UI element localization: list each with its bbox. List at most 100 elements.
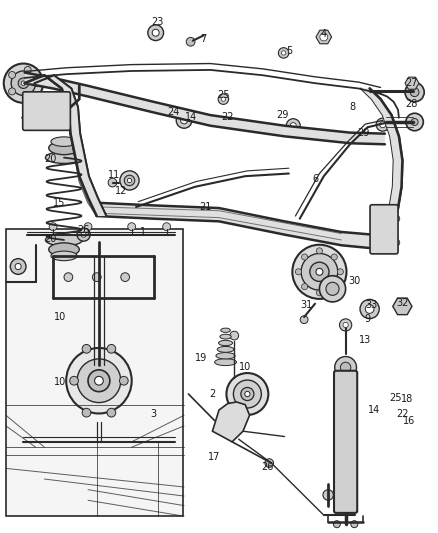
Circle shape bbox=[316, 268, 323, 276]
Circle shape bbox=[301, 284, 307, 290]
Circle shape bbox=[290, 123, 296, 129]
Circle shape bbox=[53, 112, 62, 121]
Text: 26: 26 bbox=[78, 225, 90, 236]
Bar bbox=[6, 229, 183, 516]
Polygon shape bbox=[25, 75, 106, 216]
Circle shape bbox=[320, 33, 328, 41]
Text: 16: 16 bbox=[403, 416, 415, 425]
Circle shape bbox=[64, 273, 73, 281]
Text: 2: 2 bbox=[209, 389, 215, 399]
Text: 27: 27 bbox=[405, 78, 417, 88]
Circle shape bbox=[360, 300, 379, 319]
Circle shape bbox=[316, 248, 322, 254]
Circle shape bbox=[337, 269, 343, 275]
Circle shape bbox=[310, 262, 329, 281]
Circle shape bbox=[9, 71, 16, 78]
Circle shape bbox=[162, 223, 170, 231]
Text: 29: 29 bbox=[276, 110, 289, 120]
Circle shape bbox=[34, 80, 41, 87]
Ellipse shape bbox=[216, 352, 235, 359]
Text: 18: 18 bbox=[401, 394, 413, 405]
Circle shape bbox=[11, 259, 26, 274]
Circle shape bbox=[77, 359, 121, 402]
Text: 10: 10 bbox=[239, 362, 251, 373]
Text: 10: 10 bbox=[53, 377, 66, 387]
Circle shape bbox=[120, 171, 139, 190]
Text: 28: 28 bbox=[405, 100, 417, 109]
Text: 29: 29 bbox=[357, 127, 369, 138]
Text: 12: 12 bbox=[115, 186, 127, 196]
Text: 22: 22 bbox=[396, 409, 409, 419]
Text: 9: 9 bbox=[364, 313, 371, 324]
Circle shape bbox=[11, 71, 35, 95]
Text: 19: 19 bbox=[194, 353, 207, 363]
Circle shape bbox=[128, 223, 136, 231]
Polygon shape bbox=[405, 77, 419, 89]
Circle shape bbox=[301, 254, 338, 290]
Circle shape bbox=[49, 223, 57, 231]
Polygon shape bbox=[212, 402, 250, 442]
Circle shape bbox=[295, 269, 301, 275]
Circle shape bbox=[339, 319, 352, 331]
Circle shape bbox=[340, 362, 351, 373]
Circle shape bbox=[265, 459, 274, 467]
FancyBboxPatch shape bbox=[334, 371, 357, 513]
Text: 24: 24 bbox=[167, 108, 179, 117]
Polygon shape bbox=[393, 298, 412, 314]
FancyBboxPatch shape bbox=[370, 205, 398, 254]
Circle shape bbox=[92, 273, 101, 281]
Circle shape bbox=[300, 316, 308, 324]
Text: 25: 25 bbox=[389, 393, 402, 403]
Text: 1: 1 bbox=[140, 227, 146, 237]
Ellipse shape bbox=[46, 234, 82, 246]
Circle shape bbox=[88, 370, 110, 392]
Circle shape bbox=[323, 490, 333, 500]
Circle shape bbox=[77, 228, 90, 241]
Circle shape bbox=[398, 302, 407, 311]
Polygon shape bbox=[25, 72, 385, 144]
Circle shape bbox=[331, 284, 337, 290]
Text: 3: 3 bbox=[150, 409, 156, 419]
Circle shape bbox=[108, 178, 117, 187]
Ellipse shape bbox=[49, 141, 79, 155]
Circle shape bbox=[24, 67, 31, 74]
Circle shape bbox=[15, 263, 21, 270]
Circle shape bbox=[186, 37, 195, 46]
Circle shape bbox=[107, 408, 116, 417]
Ellipse shape bbox=[215, 359, 237, 366]
Text: 32: 32 bbox=[396, 297, 409, 308]
Circle shape bbox=[120, 376, 128, 385]
Text: 15: 15 bbox=[53, 198, 66, 208]
Circle shape bbox=[107, 344, 116, 353]
Circle shape bbox=[226, 373, 268, 415]
Circle shape bbox=[121, 273, 130, 281]
Circle shape bbox=[292, 245, 346, 299]
Circle shape bbox=[176, 112, 192, 128]
Text: 25: 25 bbox=[217, 91, 230, 100]
Circle shape bbox=[9, 88, 16, 95]
Circle shape bbox=[81, 232, 86, 237]
Text: 23: 23 bbox=[151, 17, 163, 27]
Text: 26: 26 bbox=[261, 462, 273, 472]
Ellipse shape bbox=[219, 341, 233, 346]
Circle shape bbox=[18, 78, 28, 88]
Circle shape bbox=[365, 305, 374, 313]
Text: 14: 14 bbox=[368, 405, 380, 415]
Text: 30: 30 bbox=[348, 277, 360, 286]
Text: 17: 17 bbox=[208, 451, 221, 462]
Text: 6: 6 bbox=[312, 174, 318, 184]
Circle shape bbox=[218, 94, 229, 104]
Circle shape bbox=[233, 380, 261, 408]
Circle shape bbox=[282, 51, 286, 55]
Circle shape bbox=[127, 178, 132, 183]
Circle shape bbox=[31, 112, 40, 121]
Circle shape bbox=[180, 117, 187, 124]
Circle shape bbox=[380, 233, 389, 241]
Circle shape bbox=[279, 47, 289, 58]
Ellipse shape bbox=[221, 328, 230, 333]
Circle shape bbox=[148, 25, 163, 41]
Text: 13: 13 bbox=[359, 335, 371, 345]
Ellipse shape bbox=[46, 152, 82, 164]
Circle shape bbox=[124, 175, 135, 185]
Circle shape bbox=[70, 376, 78, 385]
